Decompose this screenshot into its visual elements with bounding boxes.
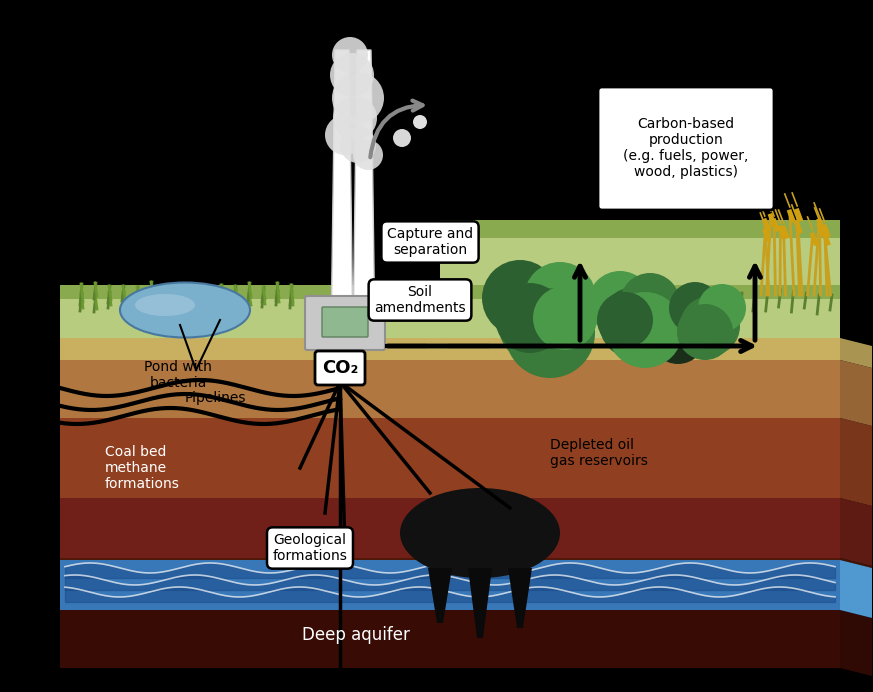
Polygon shape	[840, 360, 872, 426]
Circle shape	[353, 140, 383, 170]
Polygon shape	[840, 418, 872, 506]
Circle shape	[495, 283, 565, 353]
Circle shape	[325, 115, 365, 155]
Polygon shape	[840, 498, 872, 566]
Text: Soil
amendments: Soil amendments	[375, 285, 466, 315]
FancyBboxPatch shape	[598, 87, 774, 210]
Circle shape	[413, 115, 427, 129]
Circle shape	[597, 292, 653, 348]
Text: CO₂: CO₂	[322, 359, 358, 377]
Circle shape	[650, 308, 706, 364]
Polygon shape	[60, 418, 840, 498]
Polygon shape	[60, 360, 840, 418]
Text: Coal bed
methane
formations: Coal bed methane formations	[105, 445, 180, 491]
Polygon shape	[60, 285, 840, 299]
Circle shape	[588, 271, 652, 335]
Circle shape	[482, 260, 558, 336]
Circle shape	[330, 53, 374, 97]
Polygon shape	[704, 288, 716, 333]
Text: Pipelines: Pipelines	[185, 391, 246, 405]
Text: Geological
formations: Geological formations	[272, 533, 347, 563]
Circle shape	[680, 296, 740, 356]
Circle shape	[393, 129, 411, 147]
FancyBboxPatch shape	[322, 307, 368, 337]
Polygon shape	[60, 560, 840, 610]
Ellipse shape	[400, 488, 560, 578]
Circle shape	[607, 292, 683, 368]
FancyBboxPatch shape	[315, 351, 365, 385]
Circle shape	[332, 37, 368, 73]
Polygon shape	[60, 338, 840, 360]
Circle shape	[498, 281, 582, 365]
Circle shape	[698, 284, 746, 332]
Polygon shape	[840, 610, 872, 676]
Circle shape	[620, 273, 680, 333]
Ellipse shape	[120, 282, 250, 338]
Polygon shape	[840, 560, 872, 618]
Polygon shape	[468, 568, 492, 638]
Circle shape	[677, 304, 733, 360]
Circle shape	[524, 262, 596, 334]
Circle shape	[533, 286, 597, 350]
Polygon shape	[440, 220, 840, 299]
Polygon shape	[331, 50, 353, 343]
Circle shape	[340, 127, 376, 163]
Text: Depleted oil
gas reservoirs: Depleted oil gas reservoirs	[550, 438, 648, 468]
Polygon shape	[60, 498, 840, 558]
Polygon shape	[60, 285, 840, 338]
Circle shape	[669, 282, 721, 334]
Ellipse shape	[135, 294, 195, 316]
Polygon shape	[60, 610, 840, 668]
Polygon shape	[634, 278, 646, 333]
Circle shape	[599, 287, 671, 359]
Text: Deep aquifer: Deep aquifer	[302, 626, 410, 644]
Text: Capture and
separation: Capture and separation	[387, 227, 473, 257]
Circle shape	[332, 72, 384, 124]
Polygon shape	[440, 220, 840, 238]
FancyBboxPatch shape	[305, 296, 385, 350]
Polygon shape	[544, 268, 556, 333]
Text: Pond with
bacteria: Pond with bacteria	[144, 360, 212, 390]
Polygon shape	[60, 558, 840, 560]
Circle shape	[505, 288, 595, 378]
Polygon shape	[508, 568, 532, 628]
Polygon shape	[353, 50, 375, 343]
Polygon shape	[428, 568, 452, 623]
Polygon shape	[840, 338, 872, 368]
Text: Carbon-based
production
(e.g. fuels, power,
wood, plastics): Carbon-based production (e.g. fuels, pow…	[623, 117, 749, 179]
Circle shape	[333, 96, 377, 140]
Polygon shape	[840, 558, 872, 568]
